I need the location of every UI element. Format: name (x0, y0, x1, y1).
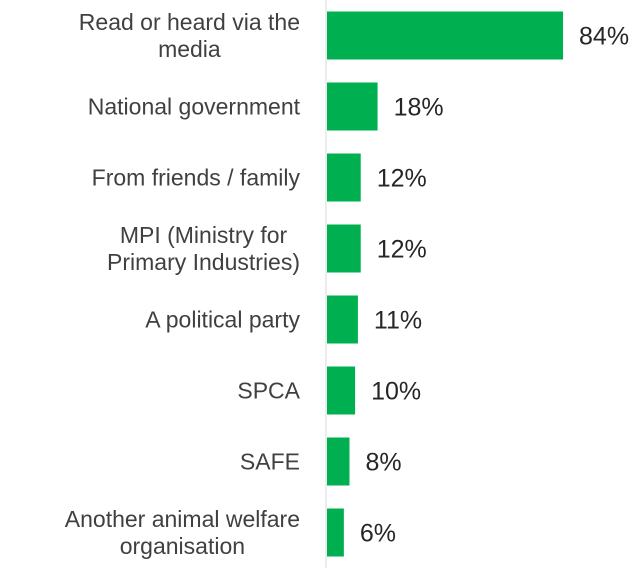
category-label-2: From friends / family (92, 165, 301, 191)
category-label-7: Another animal welfare organisation (65, 506, 300, 559)
bar-7 (327, 508, 344, 557)
category-label-line: From friends / family (92, 165, 301, 191)
category-label-3: MPI (Ministry for Primary Industries) (107, 222, 300, 275)
category-label-5: SPCA (237, 378, 300, 404)
category-label-line: National government (88, 94, 301, 120)
bar-3 (327, 224, 361, 273)
category-label-4: A political party (145, 307, 300, 333)
category-label-line: Primary Industries) (107, 249, 300, 275)
bar-2 (327, 153, 361, 202)
category-label-6: SAFE (240, 449, 300, 475)
value-label-1: 18% (394, 94, 444, 122)
value-label-2: 12% (377, 165, 427, 193)
value-label-0: 84% (579, 23, 629, 51)
value-label-4: 11% (374, 307, 422, 335)
category-label-line: Read or heard via the (79, 9, 300, 35)
category-label-0: Read or heard via the media (79, 9, 300, 62)
value-label-6: 8% (365, 449, 401, 477)
category-label-1: National government (88, 94, 301, 120)
bar-0 (327, 11, 564, 60)
category-label-line: media (158, 36, 221, 62)
bar-6 (327, 437, 350, 486)
category-label-line: Another animal welfare (65, 506, 300, 532)
category-label-line: A political party (145, 307, 300, 333)
value-label-5: 10% (371, 378, 421, 406)
value-label-7: 6% (360, 520, 396, 548)
bar-1 (327, 82, 378, 131)
bar-5 (327, 366, 356, 415)
category-label-line: SAFE (240, 449, 300, 475)
bar-4 (327, 295, 358, 344)
value-label-3: 12% (377, 236, 427, 264)
category-label-line: SPCA (237, 378, 300, 404)
category-label-line: MPI (Ministry for (120, 222, 288, 248)
category-label-line: organisation (120, 533, 245, 559)
